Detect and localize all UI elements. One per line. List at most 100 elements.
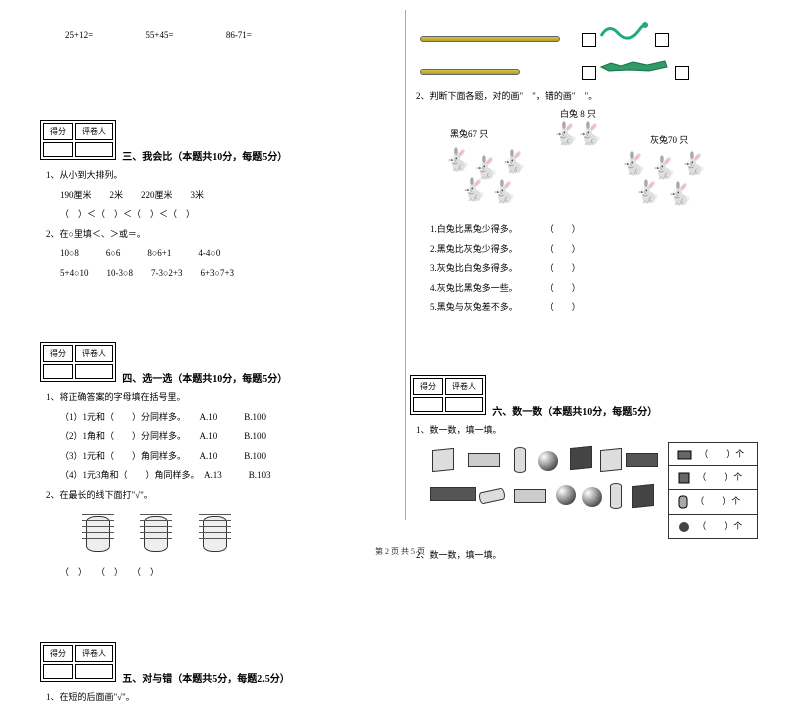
rods-figure [420,18,780,80]
q3-1-values: 190厘米 2米 220厘米 3米 [60,189,400,203]
rabbit-icon: 🐇 [490,179,517,205]
left-column: 25+12= 55+45= 86-71= 得分评卷人 三、我会比（本题共10分，… [40,0,400,704]
cuboid-icon [514,489,546,503]
black-rabbit-label: 黑兔67 只 [450,127,488,140]
section-5-title: 五、对与错（本题共5分，每题2.5分） [122,674,290,685]
q4-1-r3: （3）1元和（ ）角同样多。 A.10 B.100 [60,450,400,464]
rabbit-icon: 🐇 [444,147,471,173]
rabbit-icon: 🐇 [680,151,707,177]
rod-long-icon [420,36,560,42]
section-4: 得分评卷人 四、选一选（本题共10分，每题5分） 1、将正确答案的字母填在括号里… [40,302,400,580]
rabbit-icon: 🐇 [500,149,527,175]
cube-icon [600,448,622,472]
section-3: 得分评卷人 三、我会比（本题共10分，每题5分） 1、从小到大排列。 190厘米… [40,80,400,280]
gray-rabbit-label: 灰兔70 只 [650,133,688,146]
grader-label: 评卷人 [75,645,113,662]
q3-1-blanks: （ ）＜（ ）＜（ ）＜（ ） [60,208,400,222]
q3-2-row2: 5+4○10 10-3○8 7-3○2+3 6+3○7+3 [60,267,400,281]
cube-icon [677,471,691,485]
arith-item: 86-71= [226,30,252,40]
rod-row [420,18,780,47]
score-label: 得分 [413,378,443,395]
judge-5: 5.黑兔与灰兔差不多。 （ ） [430,301,780,315]
section-6-title: 六、数一数（本题共10分，每题5分） [492,407,657,418]
white-rabbit-label: 白兔 8 只 [560,107,596,120]
score-label: 得分 [43,345,73,362]
q4-2: 2、在最长的线下面打"√"。 [46,489,400,503]
ball-icon [556,485,576,505]
shapes-area [420,443,660,533]
grader-cell [445,397,483,412]
section-4-title: 四、选一选（本题共10分，每题5分） [122,374,287,385]
column-divider [405,10,406,520]
judge-2: 2.黑兔比灰兔少得多。 （ ） [430,243,780,257]
section-5: 得分评卷人 五、对与错（本题共5分，每题2.5分） 1、在短的后面画"√"。 [40,602,400,704]
cuboid-icon [468,453,500,467]
score-cell [413,397,443,412]
section-3-title: 三、我会比（本题共10分，每题5分） [122,152,287,163]
grader-cell [75,364,113,379]
checkbox[interactable] [582,33,596,47]
ball-icon [582,487,602,507]
score-box: 得分评卷人 [410,375,486,415]
ball-icon [677,520,691,534]
grader-cell [75,142,113,157]
grader-cell [75,664,113,679]
rabbit-icon: 🐇 [460,177,487,203]
grader-label: 评卷人 [75,345,113,362]
rabbit-icon: 🐇 [666,181,693,207]
q6-1: 1、数一数，填一填。 [416,424,780,438]
cylinder-icon [610,483,622,509]
q4-1: 1、将正确答案的字母填在括号里。 [46,391,400,405]
count-table: （ ）个 （ ）个 （ ）个 （ ）个 [668,443,758,539]
cylinder-icon [677,494,689,510]
q3-2: 2、在○里填＜、＞或＝。 [46,228,400,242]
arithmetic-row: 25+12= 55+45= 86-71= [65,30,400,40]
score-cell [43,664,73,679]
rabbit-icon: 🐇 [620,151,647,177]
cube-icon [632,484,654,508]
rabbit-icon: 🐇 [650,155,677,181]
count-row-ball: （ ）个 [668,514,758,539]
rod-row [420,53,780,80]
score-box: 得分评卷人 [40,120,116,160]
grader-label: 评卷人 [75,123,113,140]
rabbit-figure: 白兔 8 只 黑兔67 只 灰兔70 只 🐇 🐇 🐇 🐇 🐇 🐇 🐇 🐇 🐇 🐇… [420,107,760,217]
checkbox[interactable] [675,66,689,80]
q4-1-r4: （4）1元3角和（ ）角同样多。 A.13 B.103 [60,469,400,483]
snake-icon [599,18,649,42]
score-cell [43,364,73,379]
judge-3: 3.灰兔比白兔多得多。 （ ） [430,262,780,276]
rabbit-icon: 🐇 [634,179,661,205]
q3-2-row1: 10○8 6○6 8○6+1 4-4○0 [60,247,400,261]
q4-2-blanks: （ ） （ ） （ ） [60,566,400,580]
cylinder-icon [478,488,506,505]
q4-1-r2: （2）1角和（ ）分同样多。 A.10 B.100 [60,430,400,444]
cylinder-icon [514,447,526,473]
grader-label: 评卷人 [445,378,483,395]
count-row-cuboid: （ ）个 [668,442,758,466]
count-row-cube: （ ）个 [668,465,758,490]
shapes-count-figure: （ ）个 （ ）个 （ ）个 （ ）个 [410,443,780,539]
cuboid-icon [430,487,476,501]
q3-1: 1、从小到大排列。 [46,169,400,183]
arith-item: 25+12= [65,30,93,40]
checkbox[interactable] [655,33,669,47]
checkbox[interactable] [582,66,596,80]
cuboid-icon [677,449,693,461]
section-6: 得分评卷人 六、数一数（本题共10分，每题5分） 1、数一数，填一填。 [410,335,780,563]
cube-icon [570,446,592,470]
score-label: 得分 [43,123,73,140]
crocodile-icon [599,53,669,75]
right-column: 2、判断下面各题，对的画" "，错的画" "。 白兔 8 只 黑兔67 只 灰兔… [410,0,780,563]
cuboid-icon [626,453,658,467]
count-row-cylinder: （ ）个 [668,489,758,515]
q4-1-r1: （1）1元和（ ）分同样多。 A.10 B.100 [60,411,400,425]
judge-1: 1.白兔比黑兔少得多。 （ ） [430,223,780,237]
score-box: 得分评卷人 [40,642,116,682]
score-label: 得分 [43,645,73,662]
page: 25+12= 55+45= 86-71= 得分评卷人 三、我会比（本题共10分，… [0,0,800,565]
rod-short-icon [420,69,520,75]
page-footer: 第 2 页 共 5 页 [0,546,800,557]
judge-4: 4.灰兔比黑兔多一些。 （ ） [430,282,780,296]
